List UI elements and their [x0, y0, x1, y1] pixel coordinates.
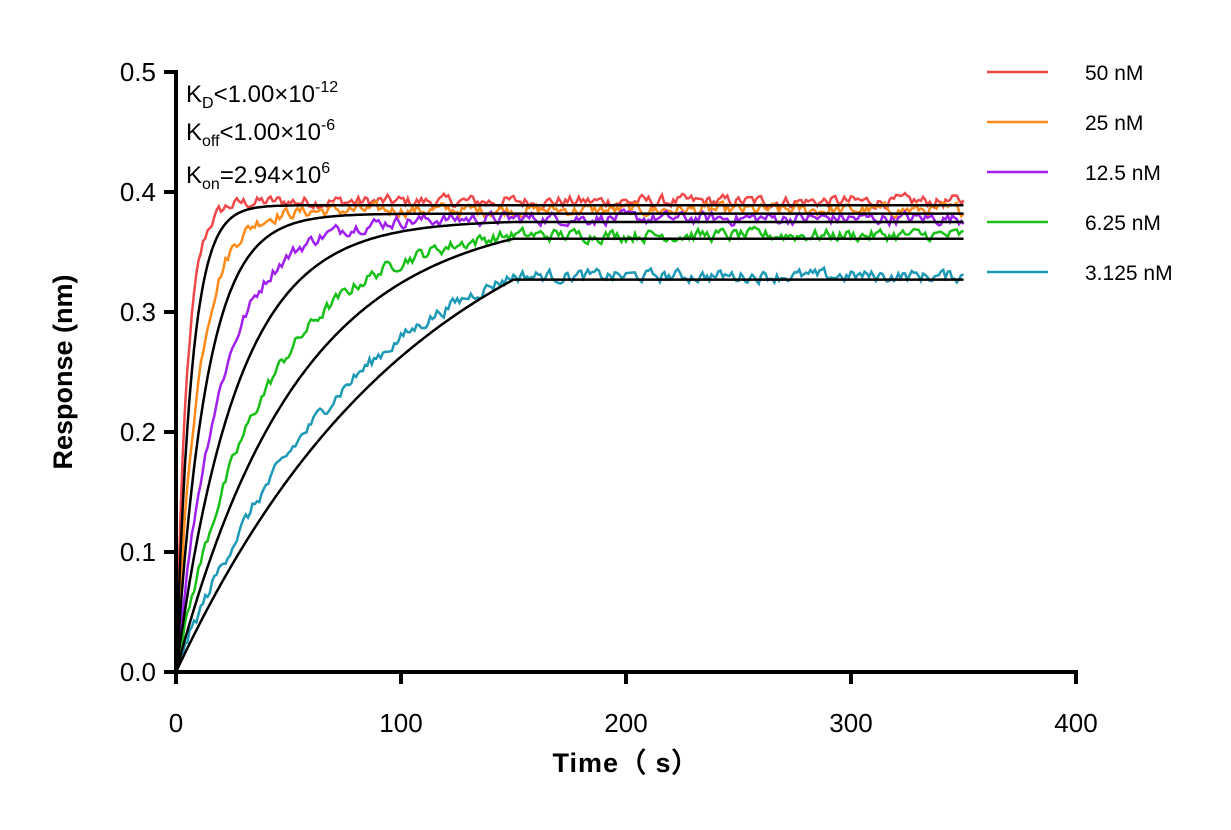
data-layer — [174, 191, 965, 673]
y-tick-label: 0.3 — [120, 297, 156, 327]
y-tick-label: 0.1 — [120, 537, 156, 567]
y-tick-label: 0.2 — [120, 417, 156, 447]
y-axis-label: Response (nm) — [48, 274, 78, 469]
axes: 0.0 0.1 0.2 0.3 0.4 0.5 0 100 200 300 400 — [120, 57, 1098, 738]
y-tick-label: 0.4 — [120, 177, 156, 207]
legend: 50 nM 25 nM 12.5 nM 6.25 nM 3.125 nM — [987, 62, 1173, 285]
legend-label: 25 nM — [1085, 112, 1143, 135]
fit-curve-3.125-nM — [174, 278, 964, 673]
x-tick-label: 100 — [379, 708, 422, 738]
kon-annotation: Kon=2.94×106 — [186, 160, 330, 193]
fit-curve-12.5-nM — [174, 220, 964, 673]
data-series-50-nM — [174, 191, 965, 673]
fit-layer — [174, 203, 964, 673]
legend-label: 12.5 nM — [1085, 162, 1161, 185]
legend-label: 6.25 nM — [1085, 212, 1161, 235]
fit-curve-25-nM — [174, 212, 964, 673]
x-tick-label: 0 — [169, 708, 183, 738]
annotations: KD<1.00×10-12 Koff<1.00×10-6 Kon=2.94×10… — [186, 79, 338, 193]
y-tick-label: 0.5 — [120, 57, 156, 87]
x-tick-label: 400 — [1054, 708, 1097, 738]
data-series-25-nM — [174, 199, 965, 673]
legend-label: 3.125 nM — [1085, 262, 1173, 285]
x-axis-label: Time（ s） — [552, 748, 699, 778]
koff-annotation: Koff<1.00×10-6 — [186, 117, 335, 150]
kd-annotation: KD<1.00×10-12 — [186, 79, 338, 112]
fit-curve-6.25-nM — [174, 237, 964, 673]
data-series-6.25-nM — [174, 225, 964, 673]
legend-label: 50 nM — [1085, 62, 1143, 85]
fit-curve-50-nM — [174, 203, 964, 673]
y-tick-label: 0.0 — [120, 657, 156, 687]
x-tick-label: 200 — [604, 708, 647, 738]
x-tick-label: 300 — [829, 708, 872, 738]
